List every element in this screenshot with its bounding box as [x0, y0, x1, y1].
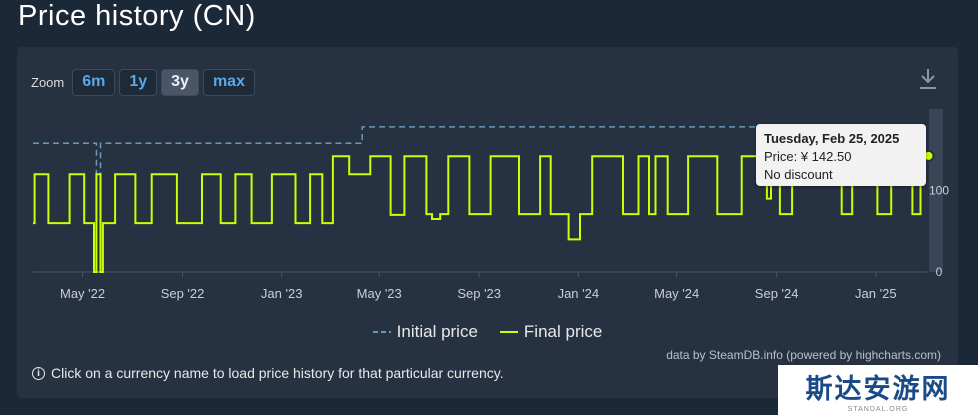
- chart-credits[interactable]: data by SteamDB.info (powered by highcha…: [666, 348, 941, 362]
- legend-initial-swatch: [372, 331, 391, 333]
- legend-final-label: Final price: [523, 322, 603, 341]
- x-tick-label: Sep '23: [457, 286, 501, 301]
- watermark-sub: STANDAL.ORG: [847, 406, 909, 413]
- legend-item-final[interactable]: Final price: [499, 322, 603, 342]
- zoom-3y-button[interactable]: 3y: [161, 68, 199, 96]
- zoom-6m-button[interactable]: 6m: [72, 68, 116, 96]
- chart-legend: Initial price Final price: [17, 322, 958, 342]
- x-tick-label: May '24: [654, 286, 699, 301]
- zoom-bar: Zoom 6m 1y 3y max: [31, 68, 255, 96]
- legend-final-swatch: [499, 331, 518, 333]
- y-tick-label: 0: [936, 265, 943, 279]
- x-tick-label: Jan '25: [855, 286, 897, 301]
- y-tick-label: 100: [929, 184, 949, 198]
- watermark-text: 斯达安游网: [805, 374, 951, 405]
- price-chart: May '22 Sep '22 Jan '23 May '23 Sep '23 Jan '…: [33, 109, 949, 301]
- chart-tooltip: Tuesday, Feb 25, 2025 Price: ¥ 142.50 No…: [756, 124, 926, 186]
- info-row: i Click on a currency name to load price…: [32, 365, 504, 381]
- tooltip-date: Tuesday, Feb 25, 2025: [764, 131, 900, 146]
- x-tick-label: Jan '24: [558, 286, 600, 301]
- legend-initial-label: Initial price: [396, 322, 478, 341]
- watermark: 斯达安游网 STANDAL.ORG: [778, 365, 978, 415]
- page-title: Price history (CN): [18, 0, 256, 32]
- chart-panel: Zoom 6m 1y 3y max May '22 Sep '22 Jan '23 M…: [17, 47, 958, 398]
- zoom-max-button[interactable]: max: [202, 68, 255, 96]
- download-icon[interactable]: [918, 67, 938, 91]
- x-tick-label: May '23: [357, 286, 402, 301]
- zoom-1y-button[interactable]: 1y: [119, 68, 158, 96]
- x-tick-label: May '22: [60, 286, 105, 301]
- legend-item-initial[interactable]: Initial price: [372, 322, 478, 342]
- info-icon: i: [32, 366, 45, 380]
- x-tick-label: Jan '23: [261, 286, 303, 301]
- tooltip-price: Price: ¥ 142.50: [764, 149, 852, 164]
- x-tick-label: Sep '22: [161, 286, 205, 301]
- info-text: Click on a currency name to load price h…: [51, 365, 504, 381]
- tooltip-discount: No discount: [764, 167, 833, 182]
- chart-scrollbar: [929, 109, 943, 272]
- x-tick-label: Sep '24: [755, 286, 799, 301]
- zoom-label: Zoom: [31, 74, 65, 90]
